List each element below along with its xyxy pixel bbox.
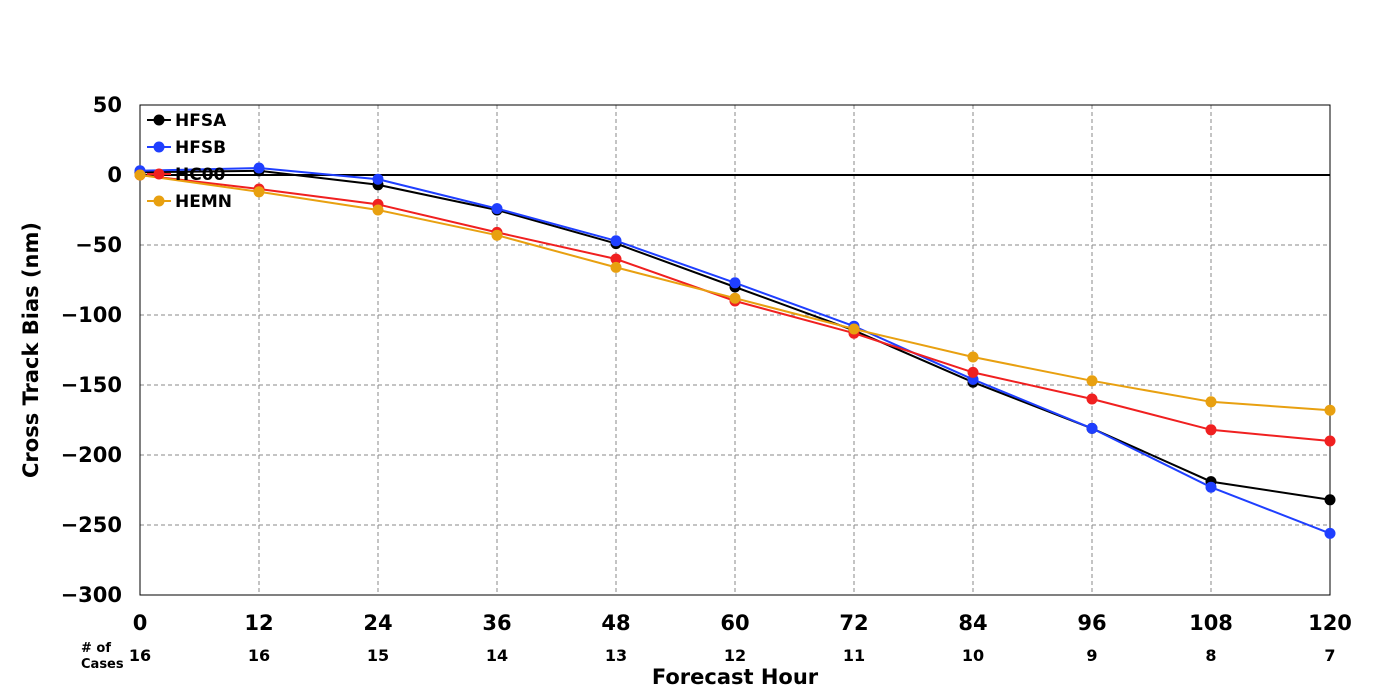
data-point-hc00 bbox=[1205, 424, 1217, 436]
data-point-hfsa bbox=[1324, 494, 1336, 506]
data-point-hfsb bbox=[1086, 422, 1098, 434]
data-point-hfsb bbox=[1205, 481, 1217, 493]
series bbox=[134, 162, 1336, 539]
y-tick-label: −150 bbox=[61, 373, 122, 397]
cases-label-line1: # of bbox=[81, 641, 111, 656]
case-count: 16 bbox=[248, 646, 270, 665]
x-axis-label: Forecast Hour bbox=[652, 665, 819, 689]
data-point-hemn bbox=[1324, 404, 1336, 416]
grid bbox=[140, 105, 1330, 595]
data-point-hc00 bbox=[1324, 435, 1336, 447]
data-point-hfsb bbox=[253, 162, 265, 174]
data-point-hc00 bbox=[610, 253, 622, 265]
case-count: 9 bbox=[1086, 646, 1097, 665]
case-count: 10 bbox=[962, 646, 984, 665]
data-point-hemn bbox=[1086, 375, 1098, 387]
cases-label-line2: Cases bbox=[81, 657, 124, 672]
data-point-hemn bbox=[967, 351, 979, 363]
legend-label-hc00: HC00 bbox=[175, 165, 226, 185]
legend-label-hemn: HEMN bbox=[175, 192, 232, 212]
data-point-hfsb bbox=[372, 173, 384, 185]
x-tick-label: 0 bbox=[133, 611, 148, 635]
data-point-hemn bbox=[372, 204, 384, 216]
legend-label-hfsb: HFSB bbox=[175, 138, 226, 158]
y-tick-label: 50 bbox=[93, 93, 122, 117]
data-point-hemn bbox=[729, 292, 741, 304]
case-count: 13 bbox=[605, 646, 627, 665]
data-point-hc00 bbox=[967, 366, 979, 378]
data-point-hemn bbox=[253, 186, 265, 198]
case-count: 15 bbox=[367, 646, 389, 665]
x-tick-label: 120 bbox=[1308, 611, 1352, 635]
data-point-hemn bbox=[848, 323, 860, 335]
legend-label-hfsa: HFSA bbox=[175, 111, 227, 131]
data-point-hfsb bbox=[1324, 527, 1336, 539]
x-tick-label: 108 bbox=[1189, 611, 1233, 635]
legend-marker-hc00 bbox=[153, 168, 165, 180]
y-tick-label: −200 bbox=[61, 443, 122, 467]
y-tick-label: −50 bbox=[75, 233, 122, 257]
x-tick-label: 72 bbox=[839, 611, 868, 635]
data-point-hfsb bbox=[729, 277, 741, 289]
x-tick-label: 36 bbox=[482, 611, 511, 635]
data-point-hfsb bbox=[610, 235, 622, 247]
data-point-hemn bbox=[1205, 396, 1217, 408]
data-point-hemn bbox=[491, 229, 503, 241]
data-point-hemn bbox=[610, 261, 622, 273]
labels: 50 0 −50 −100 −150 −200 −250 −300 0 16 12 16 24 15 36 1… bbox=[19, 93, 1352, 689]
data-point-hc00 bbox=[1086, 393, 1098, 405]
plot-frame bbox=[139, 104, 1331, 596]
y-tick-label: −250 bbox=[61, 513, 122, 537]
y-tick-label: −300 bbox=[61, 583, 122, 607]
x-tick-label: 84 bbox=[958, 611, 987, 635]
data-point-hfsb bbox=[491, 203, 503, 215]
legend-marker-hemn bbox=[153, 195, 165, 207]
legend-marker-hfsb bbox=[153, 141, 165, 153]
case-count: 16 bbox=[129, 646, 151, 665]
x-tick-label: 12 bbox=[244, 611, 273, 635]
data-point-hemn bbox=[134, 169, 146, 181]
case-count: 12 bbox=[724, 646, 746, 665]
case-count: 8 bbox=[1205, 646, 1216, 665]
x-tick-label: 48 bbox=[601, 611, 630, 635]
x-tick-label: 60 bbox=[720, 611, 749, 635]
y-tick-label: −100 bbox=[61, 303, 122, 327]
x-tick-label: 96 bbox=[1077, 611, 1106, 635]
case-count: 7 bbox=[1324, 646, 1335, 665]
y-axis-label: Cross Track Bias (nm) bbox=[19, 222, 43, 478]
y-tick-label: 0 bbox=[107, 163, 122, 187]
legend: HFSA HFSB HC00 HEMN bbox=[147, 111, 232, 212]
legend-marker-hfsa bbox=[153, 114, 165, 126]
case-count: 11 bbox=[843, 646, 865, 665]
case-count: 14 bbox=[486, 646, 508, 665]
x-tick-label: 24 bbox=[363, 611, 392, 635]
